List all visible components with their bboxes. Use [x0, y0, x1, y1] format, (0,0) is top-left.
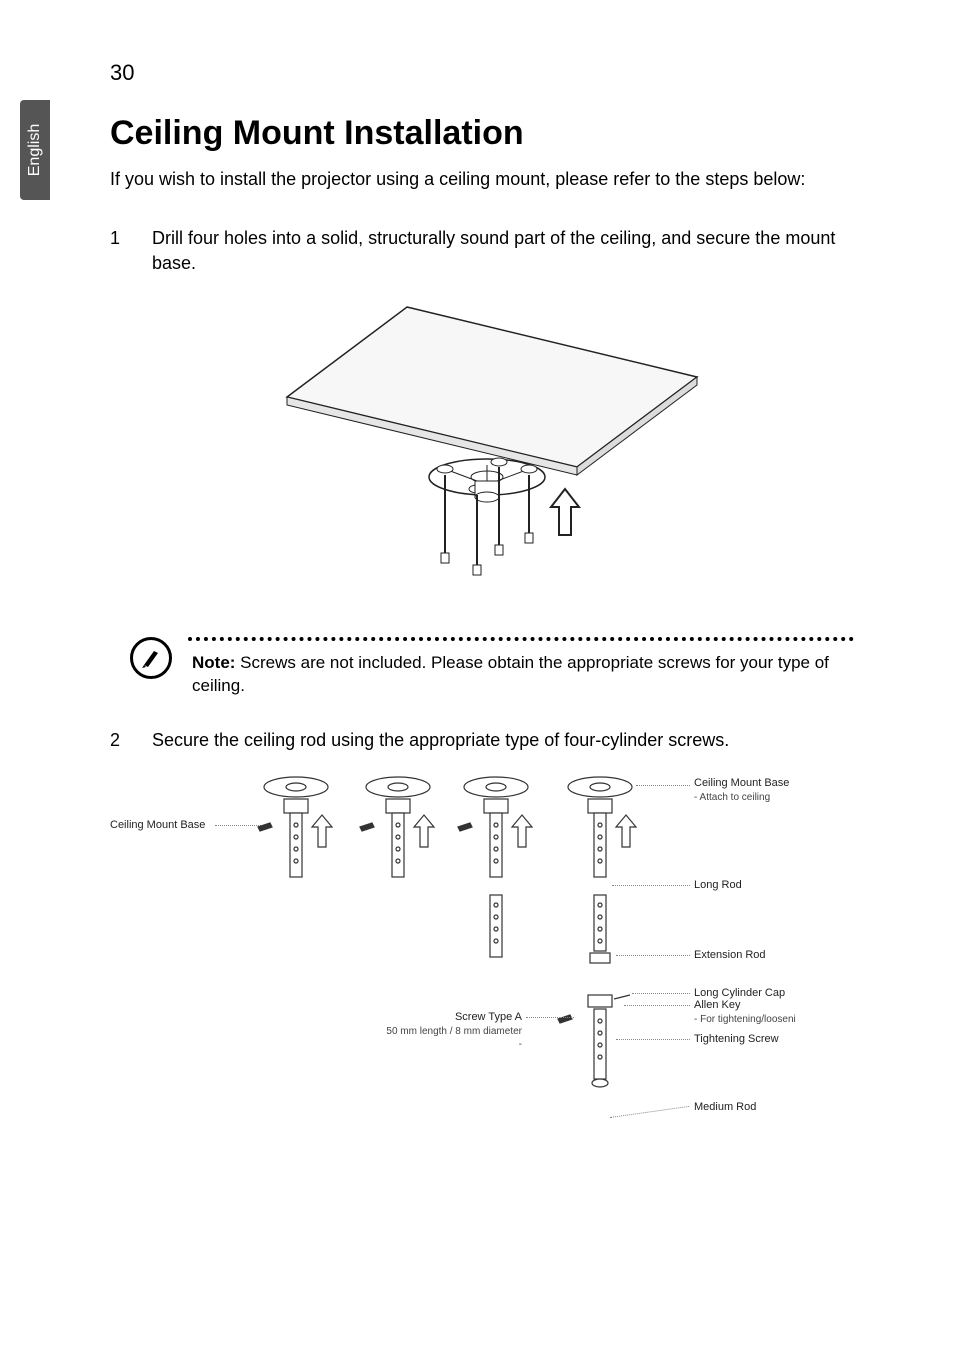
page-title: Ceiling Mount Installation: [110, 114, 874, 153]
step-1: 1 Drill four holes into a solid, structu…: [110, 226, 874, 276]
lead-allen: [624, 1005, 690, 1006]
ceiling-base-diagram: [277, 297, 707, 607]
figure-1: [110, 297, 874, 607]
lead-screw-a: [526, 1017, 574, 1018]
label-tightening-screw: Tightening Screw: [694, 1033, 779, 1046]
lead-tight: [616, 1039, 690, 1040]
intro-text: If you wish to install the projector usi…: [110, 167, 874, 192]
note-block: Note: Screws are not included. Please ob…: [130, 637, 854, 699]
step-1-text: Drill four holes into a solid, structura…: [152, 226, 874, 276]
label-extension-rod: Extension Rod: [694, 949, 766, 962]
step-2: 2 Secure the ceiling rod using the appro…: [110, 728, 874, 753]
language-label: English: [26, 124, 44, 176]
label-medium-rod: Medium Rod: [694, 1101, 756, 1114]
lead-cap: [632, 993, 690, 994]
label-ceiling-mount-base-right: Ceiling Mount Base- Attach to ceiling: [694, 777, 789, 803]
label-allen-key: Allen Key- For tightening/looseni: [694, 999, 796, 1025]
note-text: Note: Screws are not included. Please ob…: [188, 651, 854, 699]
lead-base-r: [636, 785, 690, 786]
step-2-number: 2: [110, 728, 126, 753]
note-icon: [130, 637, 172, 679]
label-long-rod: Long Rod: [694, 879, 742, 892]
lead-long-rod: [612, 885, 690, 886]
label-screw-type-a: Screw Type A50 mm length / 8 mm diameter…: [384, 1011, 522, 1051]
step-1-number: 1: [110, 226, 126, 276]
figure-2: Ceiling Mount Base: [110, 767, 874, 1177]
lead-ext: [616, 955, 690, 956]
page-number: 30: [110, 60, 874, 86]
step-2-text: Secure the ceiling rod using the appropr…: [152, 728, 729, 753]
language-tab: English: [20, 100, 50, 200]
note-divider: [188, 637, 854, 641]
